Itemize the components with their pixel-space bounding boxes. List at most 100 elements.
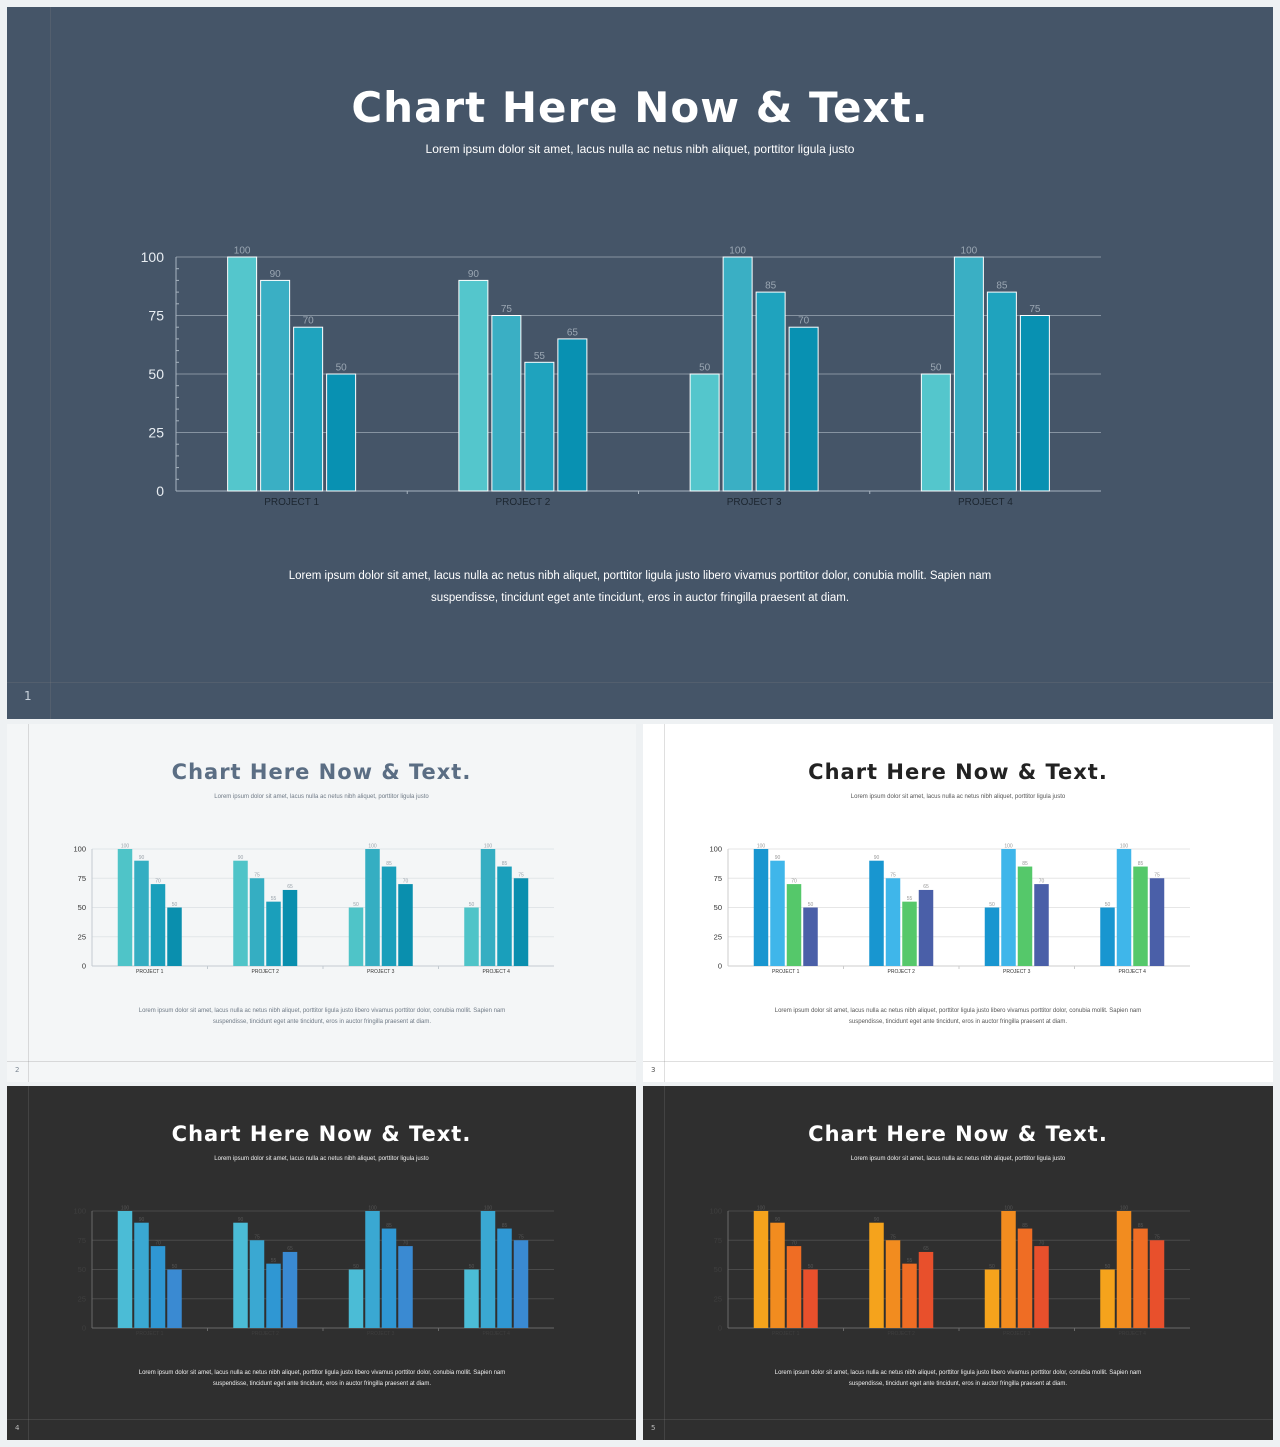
- data-label: 75: [518, 873, 524, 879]
- bar: [753, 1211, 769, 1328]
- body-line: suspendisse, tincidunt eget ante tincidu…: [848, 1019, 1068, 1025]
- bar: [249, 878, 265, 966]
- data-label: 75: [254, 873, 260, 879]
- data-label: 75: [518, 1235, 524, 1241]
- bar: [480, 1211, 496, 1328]
- slide-footer: [7, 682, 1273, 719]
- y-tick-label: 0: [718, 962, 722, 971]
- bar: [902, 1263, 917, 1328]
- data-label: 100: [368, 843, 377, 849]
- slide-subtitle: Lorem ipsum dolor sit amet, lacus nulla …: [214, 1156, 429, 1162]
- body-line: Lorem ipsum dolor sit amet, lacus nulla …: [138, 1370, 506, 1376]
- bar: [293, 326, 324, 492]
- bar: [689, 373, 720, 492]
- slide-gutter: [7, 7, 51, 719]
- y-tick-label: 100: [709, 845, 722, 854]
- data-label: 90: [139, 855, 145, 861]
- bar: [869, 860, 884, 966]
- data-label: 55: [907, 896, 913, 902]
- body-line: Lorem ipsum dolor sit amet, lacus nulla …: [774, 1370, 1142, 1376]
- data-label: 65: [287, 1246, 293, 1252]
- bar-chart: 0 25 50 75 100 100 90 70 50 PROJECT 1 90 75 55 65 PROJ…: [141, 246, 1101, 508]
- slide-5[interactable]: 5 Chart Here Now & Text. Lorem ipsum dol…: [643, 1086, 1273, 1440]
- bar-chart: 0 25 50 75 100 100 90 70 50 PROJECT 1 90 75 55 65 PROJ…: [709, 843, 1190, 975]
- data-label: 50: [930, 363, 942, 374]
- slide-3[interactable]: 3 Chart Here Now & Text. Lorem ipsum dol…: [643, 724, 1273, 1082]
- bar: [150, 884, 166, 966]
- bar: [117, 849, 133, 966]
- x-category-label: PROJECT 2: [888, 969, 916, 975]
- bar: [497, 866, 512, 966]
- slide-2[interactable]: 2 Chart Here Now & Text. Lorem ipsum dol…: [7, 724, 636, 1082]
- bar-chart: 0 25 50 75 100 100 90 70 50 PROJECT 1 90 75 55 65 PROJ…: [73, 843, 554, 975]
- x-category-label: PROJECT 3: [367, 969, 395, 975]
- y-tick-label: 50: [148, 366, 164, 382]
- y-tick-label: 25: [714, 1294, 722, 1303]
- data-label: 85: [386, 1223, 392, 1229]
- bar: [266, 1263, 281, 1328]
- y-tick-label: 50: [714, 1265, 722, 1274]
- data-label: 90: [270, 269, 282, 280]
- bar: [918, 1251, 934, 1328]
- bar: [1116, 1211, 1132, 1328]
- bar: [365, 849, 380, 966]
- data-label: 75: [890, 1235, 896, 1241]
- data-label: 55: [271, 896, 277, 902]
- x-category-label: PROJECT 3: [1003, 969, 1031, 975]
- y-tick-label: 0: [156, 483, 164, 499]
- data-label: 50: [808, 902, 814, 908]
- data-label: 100: [961, 246, 978, 257]
- x-category-label: PROJECT 2: [888, 1331, 916, 1337]
- data-label: 50: [172, 1264, 178, 1270]
- body-line: suspendisse, tincidunt eget ante tincidu…: [430, 592, 850, 604]
- slide-subtitle: Lorem ipsum dolor sit amet, lacus nulla …: [850, 794, 1066, 800]
- y-tick-label: 100: [709, 1207, 722, 1216]
- slide-body-text: Lorem ipsum dolor sit amet, lacus nulla …: [753, 1006, 1163, 1028]
- y-tick-label: 75: [714, 874, 722, 883]
- slide-number: 2: [15, 1066, 20, 1074]
- data-label: 50: [469, 902, 475, 908]
- slide-body-text: Lorem ipsum dolor sit amet, lacus nulla …: [753, 1368, 1163, 1390]
- y-tick-label: 50: [714, 903, 722, 912]
- slide-title: Chart Here Now & Text.: [171, 760, 472, 784]
- data-label: 75: [254, 1235, 260, 1241]
- slide-footer: [7, 1419, 636, 1440]
- bar: [117, 1211, 133, 1328]
- data-label: 100: [484, 1205, 493, 1211]
- slide-body-text: Lorem ipsum dolor sit amet, lacus nulla …: [117, 1368, 527, 1390]
- y-tick-label: 25: [78, 932, 86, 941]
- bar: [282, 1251, 298, 1328]
- x-category-label: PROJECT 1: [772, 969, 800, 975]
- data-label: 75: [1154, 873, 1160, 879]
- data-label: 50: [699, 363, 711, 374]
- y-tick-label: 50: [78, 903, 86, 912]
- bar: [1034, 1246, 1049, 1328]
- data-label: 70: [403, 878, 409, 884]
- body-line: suspendisse, tincidunt eget ante tincidu…: [848, 1381, 1068, 1387]
- bar: [885, 878, 901, 966]
- bar: [167, 1269, 182, 1328]
- bar: [1019, 315, 1050, 492]
- y-tick-label: 50: [78, 1265, 86, 1274]
- slide-number: 4: [15, 1424, 20, 1432]
- bar: [984, 1269, 1000, 1328]
- data-label: 100: [757, 843, 766, 849]
- data-label: 65: [923, 884, 929, 890]
- data-label: 100: [1120, 843, 1129, 849]
- bar: [233, 860, 248, 966]
- slide-subtitle: Lorem ipsum dolor sit amet, lacus nulla …: [214, 794, 429, 800]
- bar: [986, 291, 1017, 492]
- slide-1[interactable]: 1 Chart Here Now & Text. Lorem ipsum dol…: [7, 7, 1273, 719]
- data-label: 85: [765, 281, 777, 292]
- data-label: 50: [172, 902, 178, 908]
- slide-4[interactable]: 4 Chart Here Now & Text. Lorem ipsum dol…: [7, 1086, 636, 1440]
- bar: [770, 860, 785, 966]
- data-label: 55: [534, 351, 546, 362]
- slide-gutter: [643, 724, 665, 1082]
- slide-footer: [7, 1061, 636, 1082]
- data-label: 55: [271, 1258, 277, 1264]
- bar: [365, 1211, 380, 1328]
- data-label: 50: [353, 902, 359, 908]
- slide-number: 3: [651, 1066, 656, 1074]
- data-label: 70: [403, 1240, 409, 1246]
